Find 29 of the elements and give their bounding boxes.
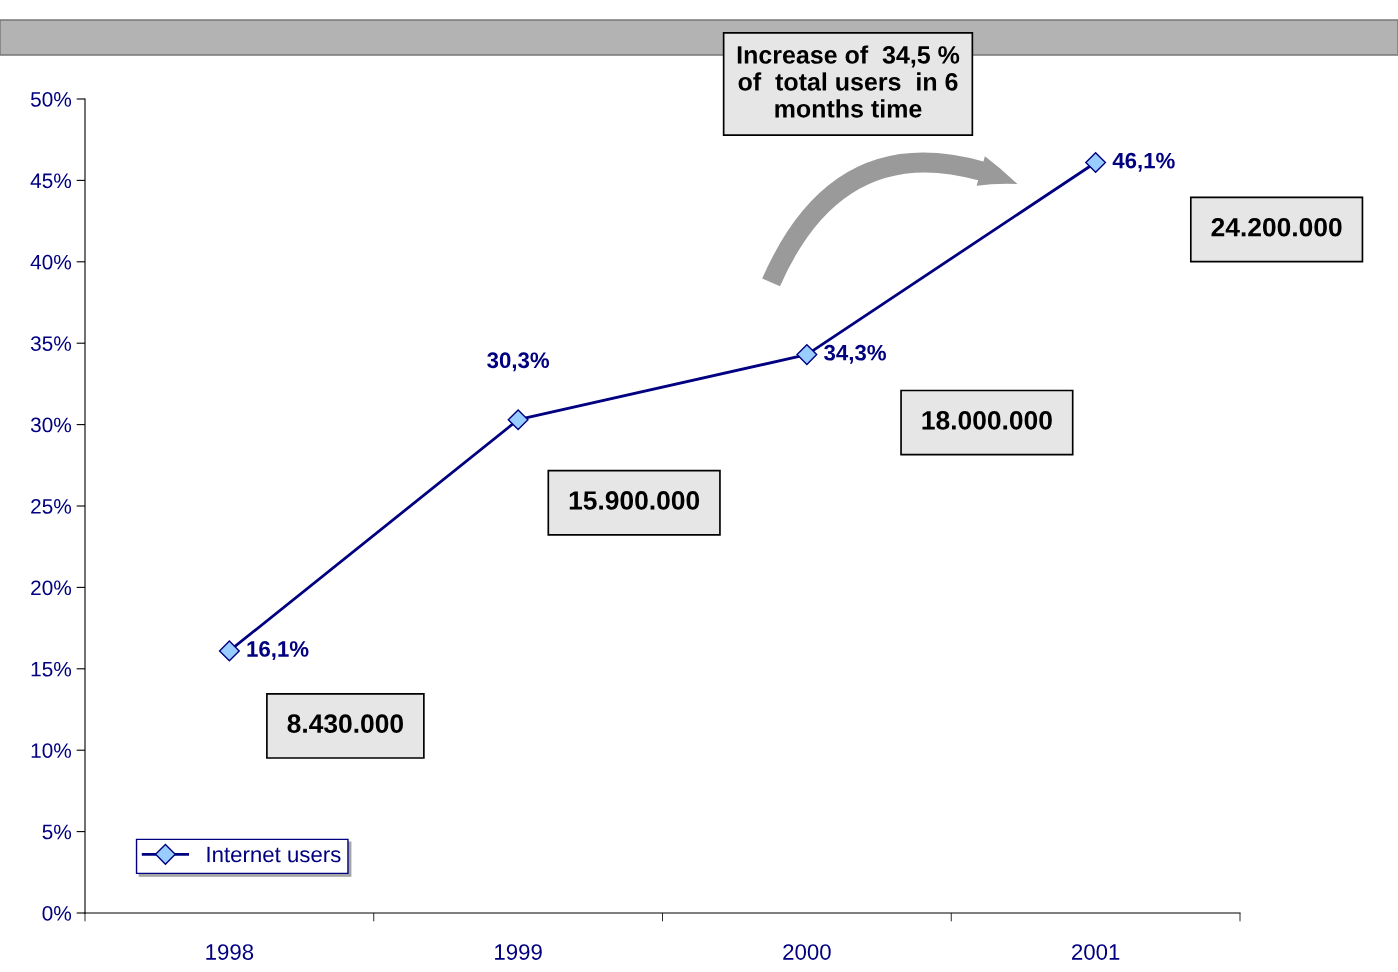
- data-label: 30,3%: [487, 352, 550, 372]
- y-tick-label: 20%: [31, 580, 72, 596]
- annotation: 15.900.000: [569, 491, 700, 510]
- x-tick-label: 2000: [783, 944, 831, 960]
- y-tick-label: 45%: [30, 173, 72, 189]
- point: [796, 344, 818, 366]
- point: [1085, 151, 1107, 174]
- y-tick-label: 0%: [42, 906, 72, 921]
- point: [218, 640, 240, 662]
- x-tick-label: 1998: [206, 944, 254, 960]
- data-label: 46,1%: [1112, 152, 1175, 172]
- point: [507, 409, 529, 431]
- data-label: 34,3%: [824, 344, 886, 364]
- annotation: 8.430.000: [287, 714, 403, 734]
- annotation: 24.200.000: [1211, 217, 1342, 237]
- y-tick-label: 40%: [30, 254, 72, 270]
- y-tick-label: 15%: [31, 661, 72, 677]
- x-tick-label: 2001: [1072, 944, 1120, 960]
- annotation: 18.000.000: [922, 410, 1052, 430]
- y-tick-label: 50%: [30, 92, 72, 107]
- data-label: 16,1%: [247, 641, 309, 661]
- y-tick-label: 30%: [30, 417, 72, 433]
- annotation: Increase of 34,5 % of total users in 6 months time: [737, 45, 960, 118]
- y-tick-label: 10%: [31, 743, 72, 758]
- legend-label: Internet users: [207, 846, 341, 863]
- y-tick-label: 5%: [42, 824, 72, 840]
- y-tick-label: 25%: [31, 499, 72, 514]
- y-tick-label: 35%: [30, 336, 72, 351]
- x-tick-label: 1999: [495, 944, 542, 960]
